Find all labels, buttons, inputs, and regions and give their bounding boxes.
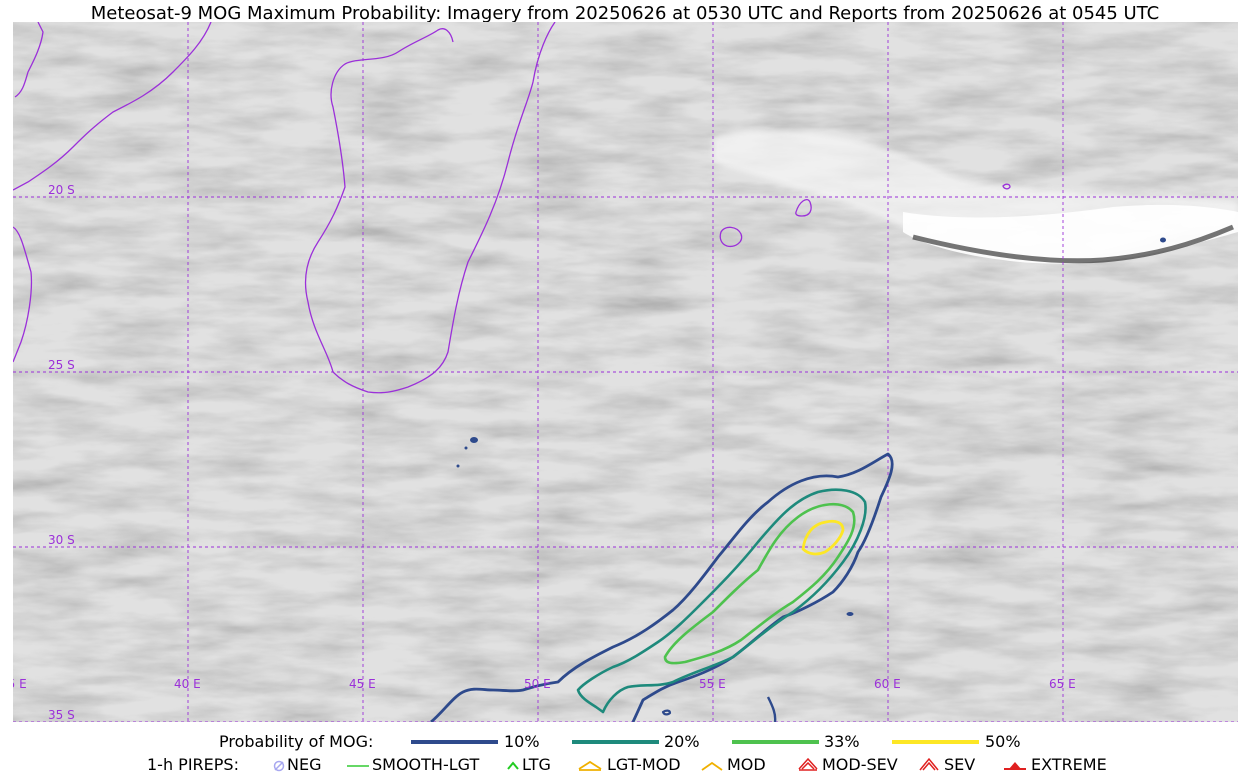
legend-line-33: [732, 740, 819, 744]
lon-label-45e: 45 E: [349, 677, 376, 691]
legend-pirep-smooth-lgt: SMOOTH-LGT: [372, 755, 480, 774]
legend-label-10: 10%: [504, 732, 540, 751]
mod-sev-icon: [798, 757, 818, 771]
lat-label-35s: 35 S: [48, 708, 75, 722]
coastlines: [13, 22, 1011, 394]
contour-10-fragment: [766, 696, 777, 722]
legend-pirep-mod: MOD: [727, 755, 766, 774]
lon-label-50e: 50 E: [524, 677, 551, 691]
legend-line-20: [572, 740, 659, 744]
lon-label-60e: 60 E: [874, 677, 901, 691]
contour-10-blob: [661, 709, 672, 716]
latitude-labels: 20 S 25 S 30 S 35 S: [48, 183, 75, 722]
lat-label-20s: 20 S: [48, 183, 75, 197]
neg-icon: [273, 760, 285, 772]
legend-pirep-mod-sev: MOD-SEV: [822, 755, 898, 774]
longitude-labels: 35 E 40 E 45 E 50 E 55 E 60 E 65 E: [13, 677, 1076, 691]
legend-line-50: [892, 740, 979, 744]
probability-legend-label: Probability of MOG:: [219, 732, 374, 751]
lon-label-40e: 40 E: [174, 677, 201, 691]
lat-label-30s: 30 S: [48, 533, 75, 547]
map-title: Meteosat-9 MOG Maximum Probability: Imag…: [90, 3, 1160, 24]
ltg-icon: [507, 761, 519, 770]
legend-pirep-extreme: EXTREME: [1031, 755, 1107, 774]
pireps-legend: 1-h PIREPS: NEG SMOOTH-LGT LTG LGT-MOD M…: [0, 754, 1250, 776]
probability-contours: [430, 452, 894, 722]
mod-icon: [701, 761, 723, 771]
lon-label-35e: 35 E: [13, 677, 27, 691]
legend-label-33: 33%: [824, 732, 860, 751]
legend-pirep-lgt-mod: LGT-MOD: [607, 755, 681, 774]
lon-label-55e: 55 E: [699, 677, 726, 691]
contour-50: [801, 519, 845, 556]
cloud-band: [713, 130, 1238, 264]
extreme-icon: [1004, 762, 1026, 770]
smooth-lgt-icon: [347, 765, 369, 767]
africa-coastline-north: [14, 22, 44, 98]
rodrigues-island: [1002, 183, 1011, 190]
probability-legend: Probability of MOG: 10% 20% 33% 50%: [0, 731, 1250, 753]
graticule: [13, 22, 1238, 722]
africa-coastline: [13, 22, 212, 191]
lat-label-25s: 25 S: [48, 358, 75, 372]
legend-pirep-ltg: LTG: [522, 755, 551, 774]
reunion-island: [719, 226, 743, 248]
pireps-legend-label: 1-h PIREPS:: [147, 755, 239, 774]
sev-icon: [919, 757, 939, 771]
satellite-map[interactable]: 20 S 25 S 30 S 35 S 35 E 40 E 45 E 50 E …: [13, 22, 1238, 722]
madagascar-coastline: [304, 22, 556, 394]
contour-20: [576, 488, 867, 714]
legend-line-10: [411, 740, 498, 744]
small-blobs: [456, 237, 1166, 616]
africa-coastline-south: [13, 226, 33, 363]
mauritius-island: [795, 198, 812, 217]
legend-label-20: 20%: [664, 732, 700, 751]
legend-pirep-neg: NEG: [287, 755, 322, 774]
lgt-mod-icon: [578, 760, 602, 771]
legend-pirep-sev: SEV: [944, 755, 976, 774]
contour-33: [663, 502, 856, 665]
legend-label-50: 50%: [985, 732, 1021, 751]
lon-label-65e: 65 E: [1049, 677, 1076, 691]
